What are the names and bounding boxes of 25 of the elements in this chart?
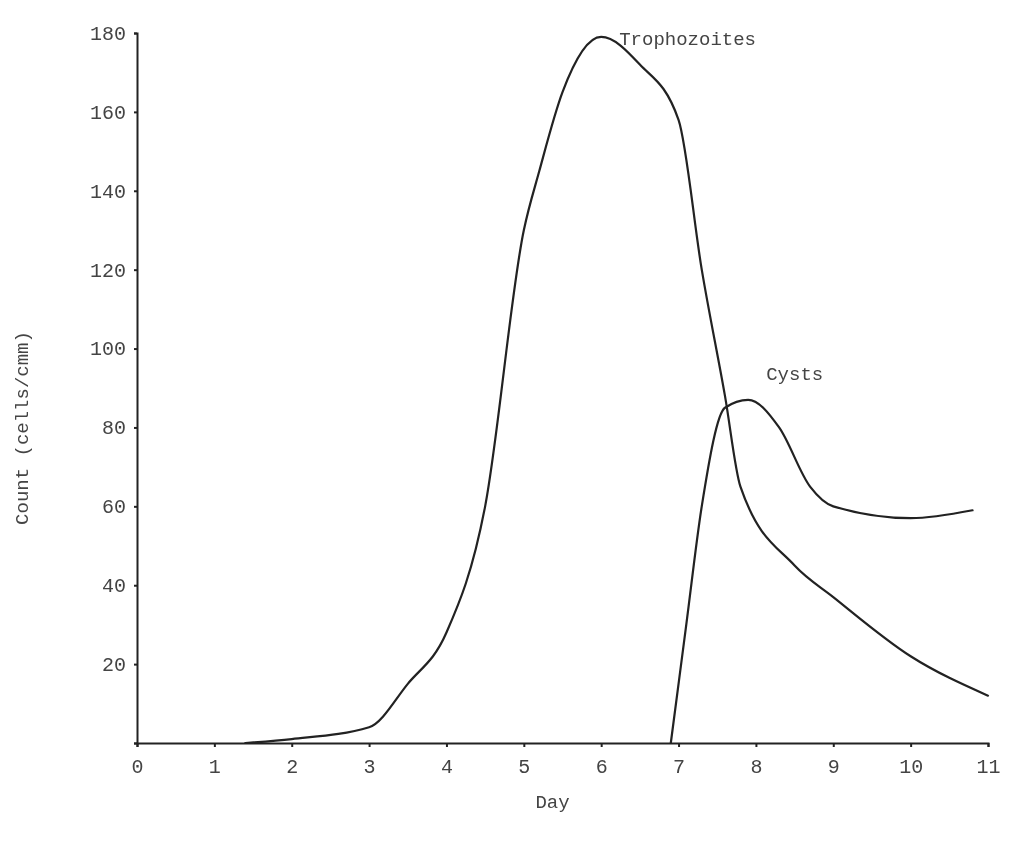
y-tick-label: 120: [89, 259, 126, 283]
x-tick-label: 11: [976, 756, 1001, 780]
x-tick-label: 9: [827, 756, 840, 780]
x-tick-label: 10: [899, 756, 924, 780]
x-axis-title: Day: [535, 792, 570, 814]
y-tick-label: 100: [89, 338, 126, 362]
x-tick-label: 8: [750, 756, 763, 780]
x-tick-label: 0: [131, 756, 144, 780]
x-tick-label: 2: [286, 756, 299, 780]
x-tick-label: 3: [363, 756, 376, 780]
x-tick-label: 4: [440, 756, 453, 780]
y-tick-label: 40: [101, 575, 126, 599]
x-tick-label: 6: [595, 756, 608, 780]
y-tick-label: 160: [89, 101, 126, 125]
y-tick-label: 180: [89, 22, 126, 46]
y-tick-label: 20: [101, 654, 126, 678]
x-tick-label: 1: [208, 756, 221, 780]
y-axis-title: Count (cells/cmm): [12, 331, 34, 525]
y-tick-label: 140: [89, 180, 126, 204]
series-label: Trophozoites: [619, 28, 757, 51]
x-tick-label: 5: [518, 756, 531, 780]
x-tick-label: 7: [673, 756, 686, 780]
y-tick-label: 80: [101, 417, 126, 441]
series-label: Cysts: [766, 363, 824, 386]
y-tick-label: 60: [101, 496, 126, 520]
